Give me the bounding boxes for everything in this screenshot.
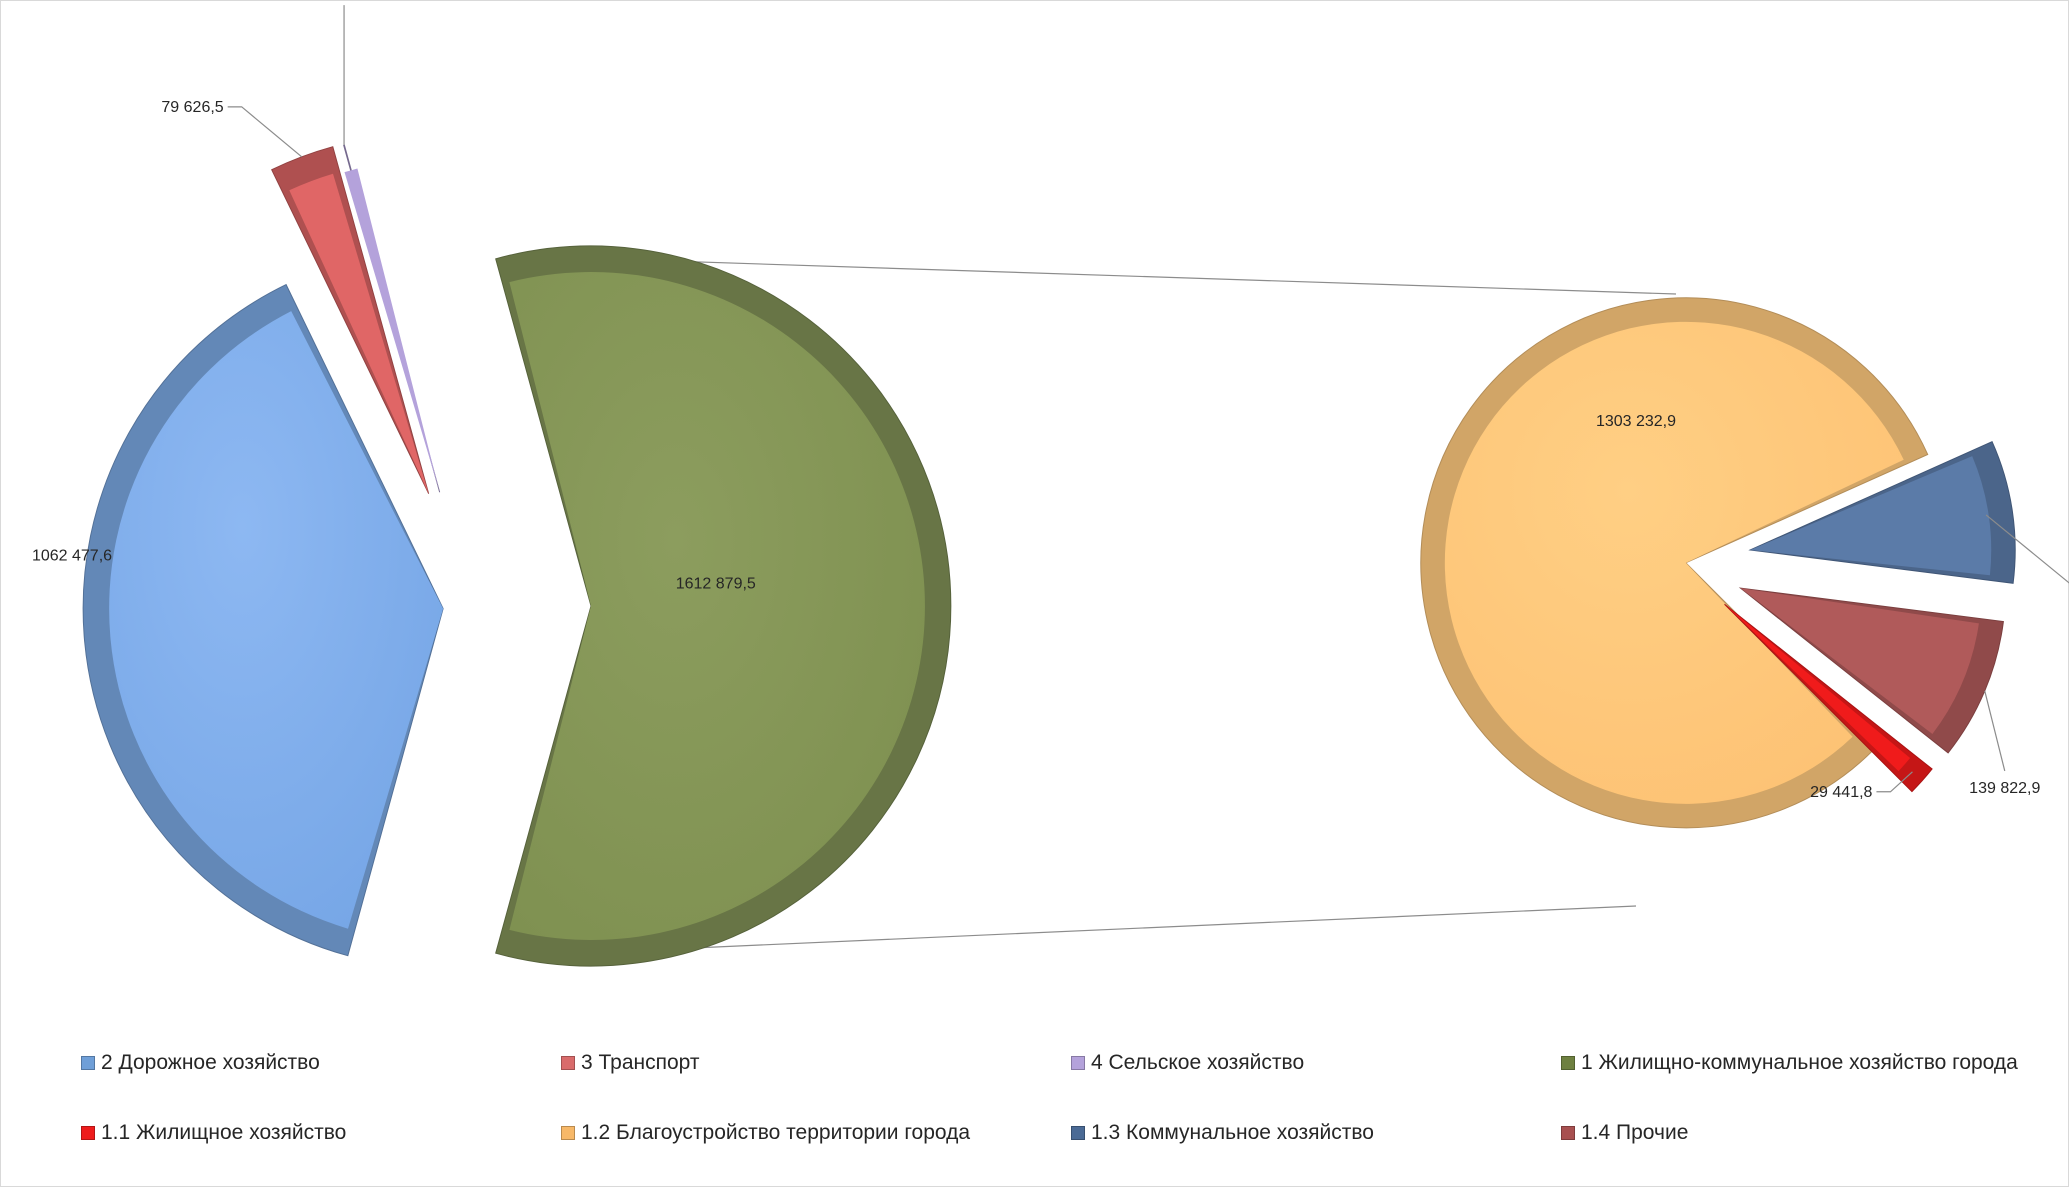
legend-item: 3 Транспорт	[561, 1051, 700, 1075]
legend-swatch-icon	[1071, 1056, 1085, 1070]
legend-swatch-icon	[1071, 1126, 1085, 1140]
legend-label: 1.1 Жилищное хозяйство	[101, 1121, 346, 1145]
legend-swatch-icon	[81, 1056, 95, 1070]
legend-label: 2 Дорожное хозяйство	[101, 1051, 320, 1075]
legend-label: 1 Жилищно-коммунальное хозяйство города	[1581, 1051, 2018, 1075]
legend-label: 1.4 Прочие	[1581, 1121, 1688, 1145]
leader-transport	[228, 107, 302, 157]
legend-label: 1.2 Благоустройство территории города	[581, 1121, 970, 1145]
legend: 2 Дорожное хозяйство 3 Транспорт 4 Сельско…	[81, 1051, 2041, 1161]
legend-item: 1.1 Жилищное хозяйство	[81, 1121, 346, 1145]
data-label-blagoustroistvo: 1303 232,9	[1596, 413, 1676, 430]
data-label-zhilischnoe: 29 441,8	[1810, 784, 1872, 801]
data-label-prochie: 139 822,9	[1969, 780, 2040, 797]
secondary-pie	[1421, 298, 2015, 828]
legend-label: 1.3 Коммунальное хозяйство	[1091, 1121, 1374, 1145]
legend-item: 1.4 Прочие	[1561, 1121, 1688, 1145]
legend-swatch-icon	[1561, 1056, 1575, 1070]
primary-pie	[83, 145, 951, 966]
legend-label: 3 Транспорт	[581, 1051, 700, 1075]
leader-prochie	[1985, 691, 2005, 771]
data-label-transport: 79 626,5	[161, 99, 223, 116]
legend-label: 4 Сельское хозяйство	[1091, 1051, 1304, 1075]
data-label-zhkh: 1612 879,5	[676, 575, 756, 592]
legend-swatch-icon	[81, 1126, 95, 1140]
legend-swatch-icon	[1561, 1126, 1575, 1140]
legend-item: 1 Жилищно-коммунальное хозяйство города	[1561, 1051, 2018, 1075]
legend-item: 1.2 Благоустройство территории города	[561, 1121, 970, 1145]
legend-swatch-icon	[561, 1056, 575, 1070]
legend-item: 1.3 Коммунальное хозяйство	[1071, 1121, 1374, 1145]
legend-item: 4 Сельское хозяйство	[1071, 1051, 1304, 1075]
data-label-dorozhnoe: 1062 477,6	[32, 548, 112, 565]
slice-zhkh	[496, 246, 951, 966]
legend-swatch-icon	[561, 1126, 575, 1140]
legend-item: 2 Дорожное хозяйство	[81, 1051, 320, 1075]
